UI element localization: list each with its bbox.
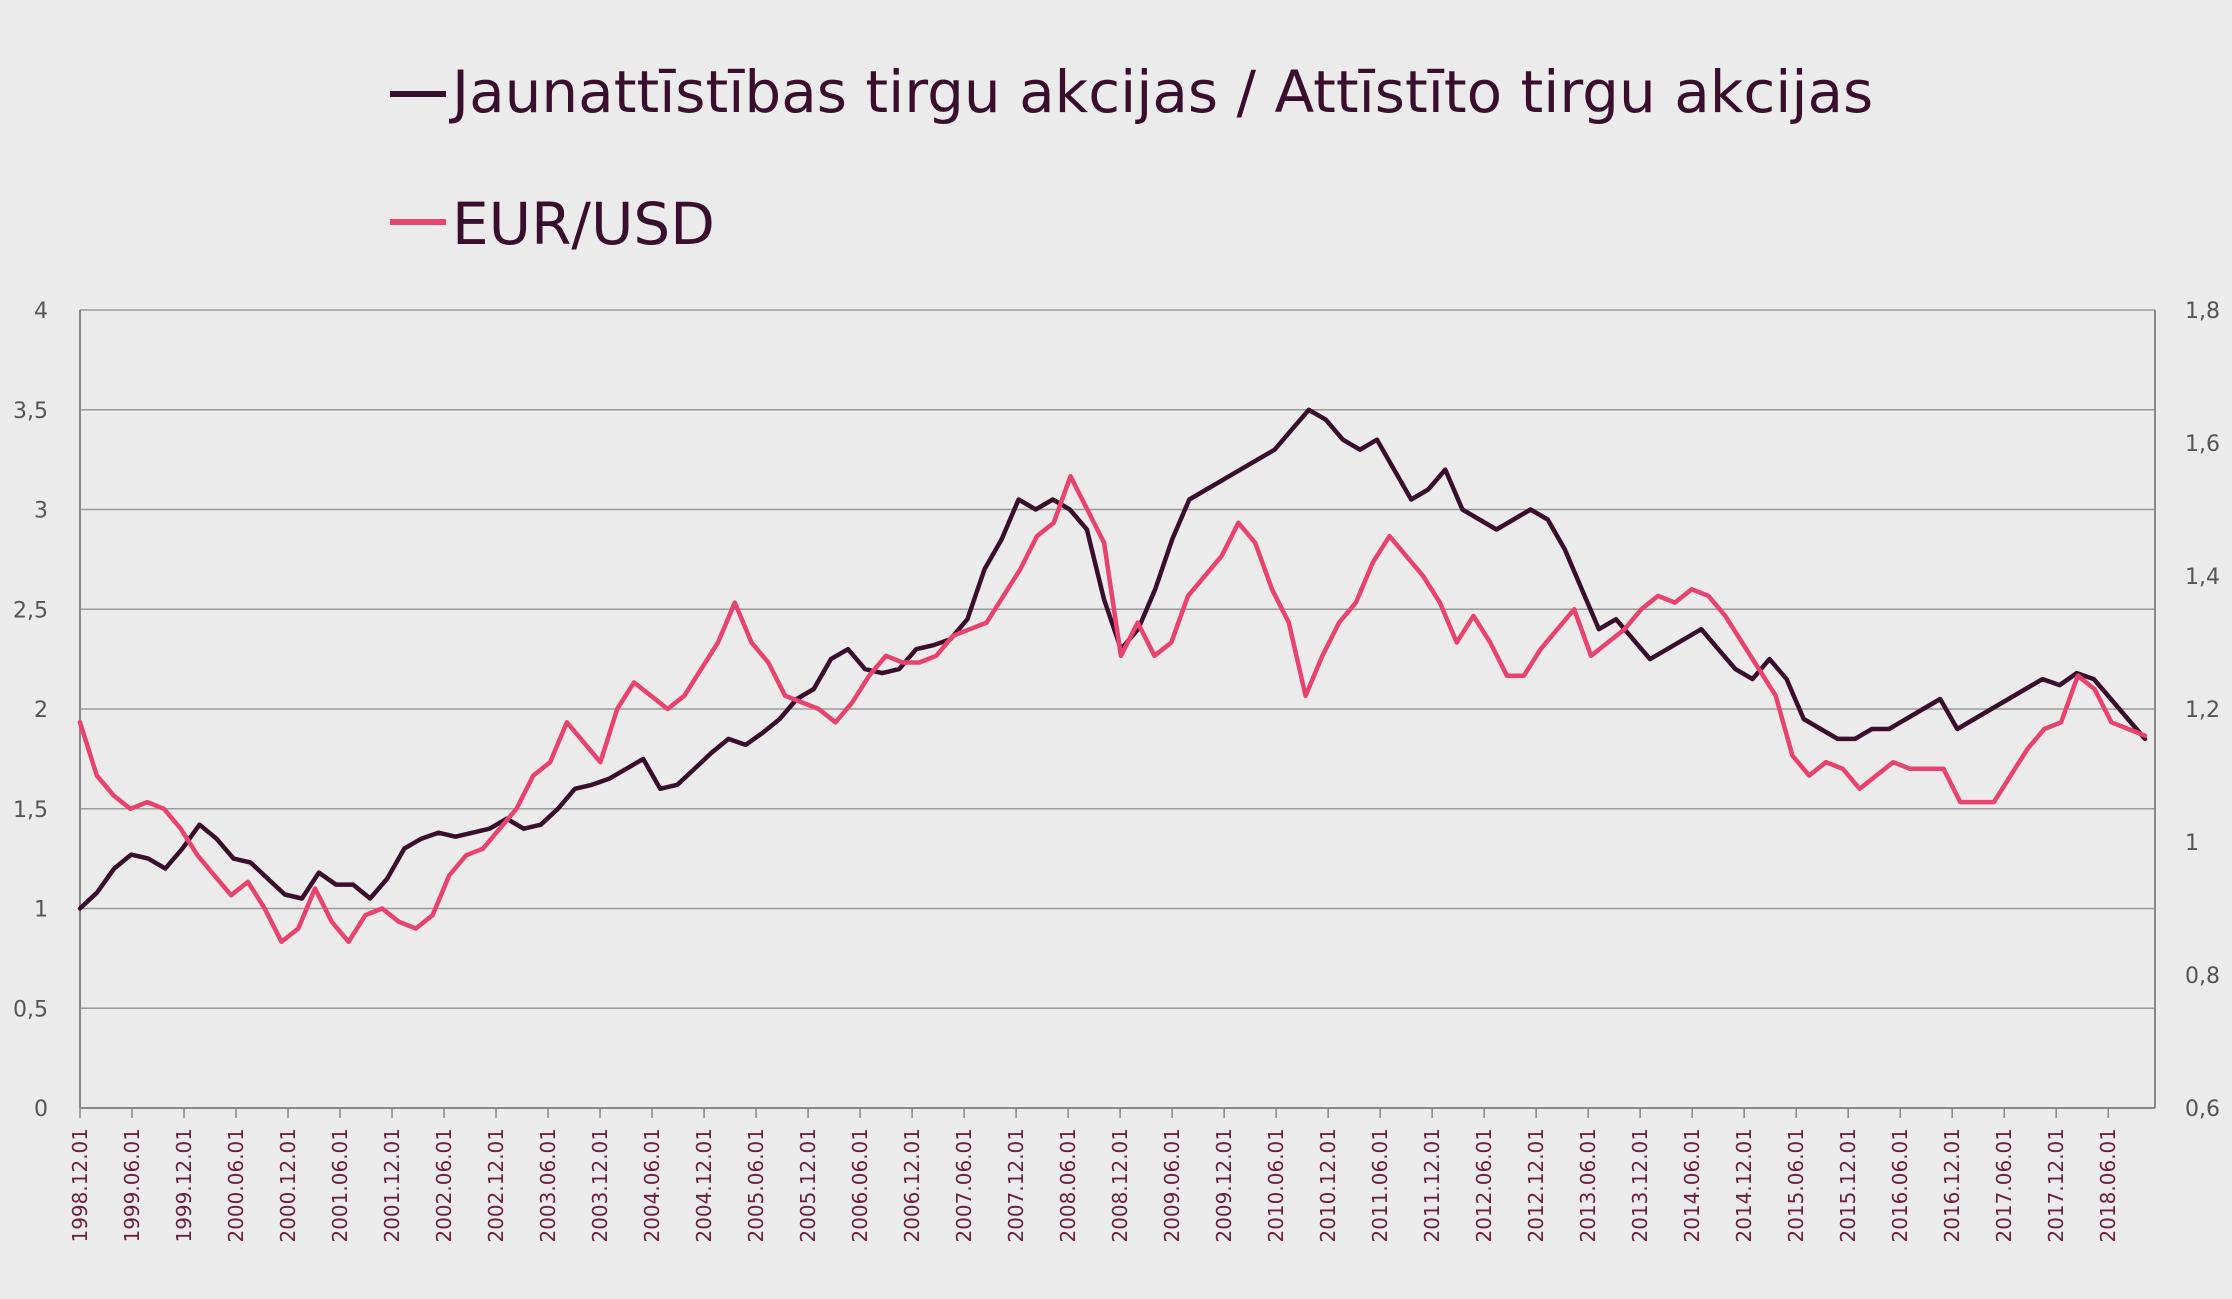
x-tick-label: 2008.06.01 bbox=[1056, 1128, 1080, 1243]
y-right-tick-label: 1,8 bbox=[2185, 299, 2220, 324]
x-tick-label: 2016.06.01 bbox=[1888, 1128, 1912, 1243]
y-right-tick-label: 1 bbox=[2185, 831, 2199, 856]
x-tick-label: 2016.12.01 bbox=[1940, 1128, 1964, 1243]
x-tick-label: 2005.12.01 bbox=[796, 1128, 820, 1243]
x-tick-label: 2017.12.01 bbox=[2044, 1128, 2068, 1243]
y-left-tick-label: 3 bbox=[34, 499, 48, 524]
x-tick-label: 2015.12.01 bbox=[1836, 1128, 1860, 1243]
x-tick-label: 2010.12.01 bbox=[1316, 1128, 1340, 1243]
y-left-tick-label: 1 bbox=[34, 898, 48, 923]
series-line-eurusd bbox=[77, 474, 2148, 945]
x-tick-label: 2001.06.01 bbox=[328, 1128, 352, 1243]
y-left-tick-label: 2 bbox=[34, 698, 48, 723]
x-tick-label: 1999.12.01 bbox=[172, 1128, 196, 1243]
x-tick-label: 2012.12.01 bbox=[1524, 1128, 1548, 1243]
x-tick-label: 2007.12.01 bbox=[1004, 1128, 1028, 1243]
x-tick-label: 1998.12.01 bbox=[68, 1128, 92, 1243]
y-left-tick-label: 0,5 bbox=[13, 997, 48, 1022]
x-tick-label: 2009.12.01 bbox=[1212, 1128, 1236, 1243]
x-tick-label: 2013.12.01 bbox=[1628, 1128, 1652, 1243]
series-lines bbox=[77, 407, 2148, 945]
x-tick-label: 2000.06.01 bbox=[224, 1128, 248, 1243]
x-tick-label: 2014.06.01 bbox=[1680, 1128, 1704, 1243]
x-axis: 1998.12.01 1999.06.01 1999.12.01 2000.06.01… bbox=[68, 1108, 2120, 1243]
x-tick-label: 2013.06.01 bbox=[1576, 1128, 1600, 1243]
y-right-tick-label: 0,6 bbox=[2185, 1097, 2220, 1122]
x-tick-label: 2003.12.01 bbox=[588, 1128, 612, 1243]
y-left-tick-label: 3,5 bbox=[13, 399, 48, 424]
x-tick-label: 2008.12.01 bbox=[1108, 1128, 1132, 1243]
x-tick-label: 2007.06.01 bbox=[952, 1128, 976, 1243]
y-right-tick-label: 1,2 bbox=[2185, 698, 2220, 723]
y-axis-right: 0,6 0,8 1 1,2 1,4 1,6 1,8 bbox=[2154, 299, 2220, 1122]
gridlines bbox=[80, 309, 2155, 1109]
y-right-tick-label: 1,4 bbox=[2185, 565, 2220, 590]
x-tick-label: 2014.12.01 bbox=[1732, 1128, 1756, 1243]
x-tick-label: 2017.06.01 bbox=[1992, 1128, 2016, 1243]
x-tick-label: 2010.06.01 bbox=[1264, 1128, 1288, 1243]
y-left-tick-label: 1,5 bbox=[13, 798, 48, 823]
x-tick-label: 2004.12.01 bbox=[692, 1128, 716, 1243]
x-tick-label: 2000.12.01 bbox=[276, 1128, 300, 1243]
x-tick-label: 2006.06.01 bbox=[848, 1128, 872, 1243]
x-tick-label: 2002.06.01 bbox=[432, 1128, 456, 1243]
x-tick-label: 2005.06.01 bbox=[744, 1128, 768, 1243]
x-tick-label: 2006.12.01 bbox=[900, 1128, 924, 1243]
y-left-tick-label: 0 bbox=[34, 1097, 48, 1122]
x-tick-label: 2004.06.01 bbox=[640, 1128, 664, 1243]
x-tick-label: 2012.06.01 bbox=[1472, 1128, 1496, 1243]
legend: Jaunattīstības tirgu akcijas / Attīstīto… bbox=[390, 58, 1873, 258]
series-line-ratio bbox=[77, 407, 2148, 911]
x-tick-label: 1999.06.01 bbox=[120, 1128, 144, 1243]
x-tick-label: 2009.06.01 bbox=[1160, 1128, 1184, 1243]
x-tick-label: 2018.06.01 bbox=[2096, 1128, 2120, 1243]
x-tick-label: 2011.06.01 bbox=[1368, 1128, 1392, 1243]
x-tick-label: 2015.06.01 bbox=[1784, 1128, 1808, 1243]
y-left-tick-label: 2,5 bbox=[13, 598, 48, 623]
x-tick-label: 2001.12.01 bbox=[380, 1128, 404, 1243]
legend-label-ratio: Jaunattīstības tirgu akcijas / Attīstīto… bbox=[449, 58, 1873, 126]
y-right-tick-label: 1,6 bbox=[2185, 432, 2220, 457]
y-left-tick-label: 4 bbox=[34, 299, 48, 324]
legend-label-eurusd: EUR/USD bbox=[452, 190, 715, 258]
y-axis-left: 0 0,5 1 1,5 2 2,5 3 3,5 4 bbox=[13, 299, 81, 1122]
x-tick-label: 2011.12.01 bbox=[1420, 1128, 1444, 1243]
y-right-tick-label: 0,8 bbox=[2185, 964, 2220, 989]
x-tick-label: 2003.06.01 bbox=[536, 1128, 560, 1243]
x-tick-label: 2002.12.01 bbox=[484, 1128, 508, 1243]
